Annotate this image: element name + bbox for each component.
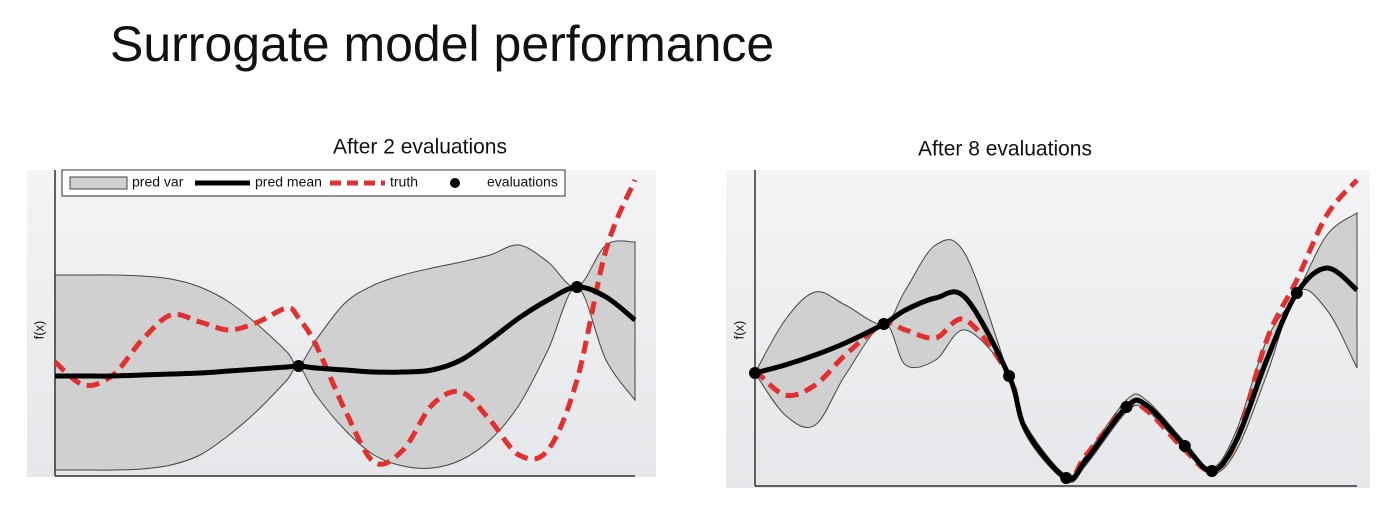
y-axis-label: f(x) (731, 321, 746, 340)
legend-label: pred var (132, 174, 184, 190)
evaluation-point (571, 281, 583, 293)
chart: After 2 evaluations f(x) pred var pred mean… (27, 136, 656, 477)
legend-label: pred mean (255, 174, 322, 190)
evaluation-point (1178, 440, 1191, 452)
evaluation-point (749, 367, 761, 379)
evaluation-point (1290, 287, 1303, 299)
pred-var-band (754, 212, 1358, 483)
evaluation-point (1060, 472, 1073, 484)
evaluation-point (1120, 401, 1133, 413)
pred-var-band (54, 240, 636, 471)
evaluation-point (877, 318, 890, 330)
evaluation-point (292, 360, 305, 372)
chart-title: After 2 evaluations (333, 136, 507, 159)
y-axis-label: f(x) (31, 321, 46, 340)
legend: pred var pred mean truth evaluations (61, 169, 566, 197)
legend-label: evaluations (487, 174, 558, 190)
mean-line (55, 284, 637, 379)
truth-line (53, 179, 638, 467)
legend-box (61, 169, 566, 197)
legend-swatch (450, 178, 460, 188)
evaluation-point (1003, 370, 1016, 382)
legend-label: truth (390, 174, 418, 190)
slide-title: Surrogate model performance (110, 16, 774, 72)
legend-swatch (69, 176, 128, 190)
chart: After 8 evaluations f(x) (726, 138, 1370, 488)
chart-title: After 8 evaluations (918, 138, 1092, 161)
evaluation-point (1205, 465, 1218, 477)
